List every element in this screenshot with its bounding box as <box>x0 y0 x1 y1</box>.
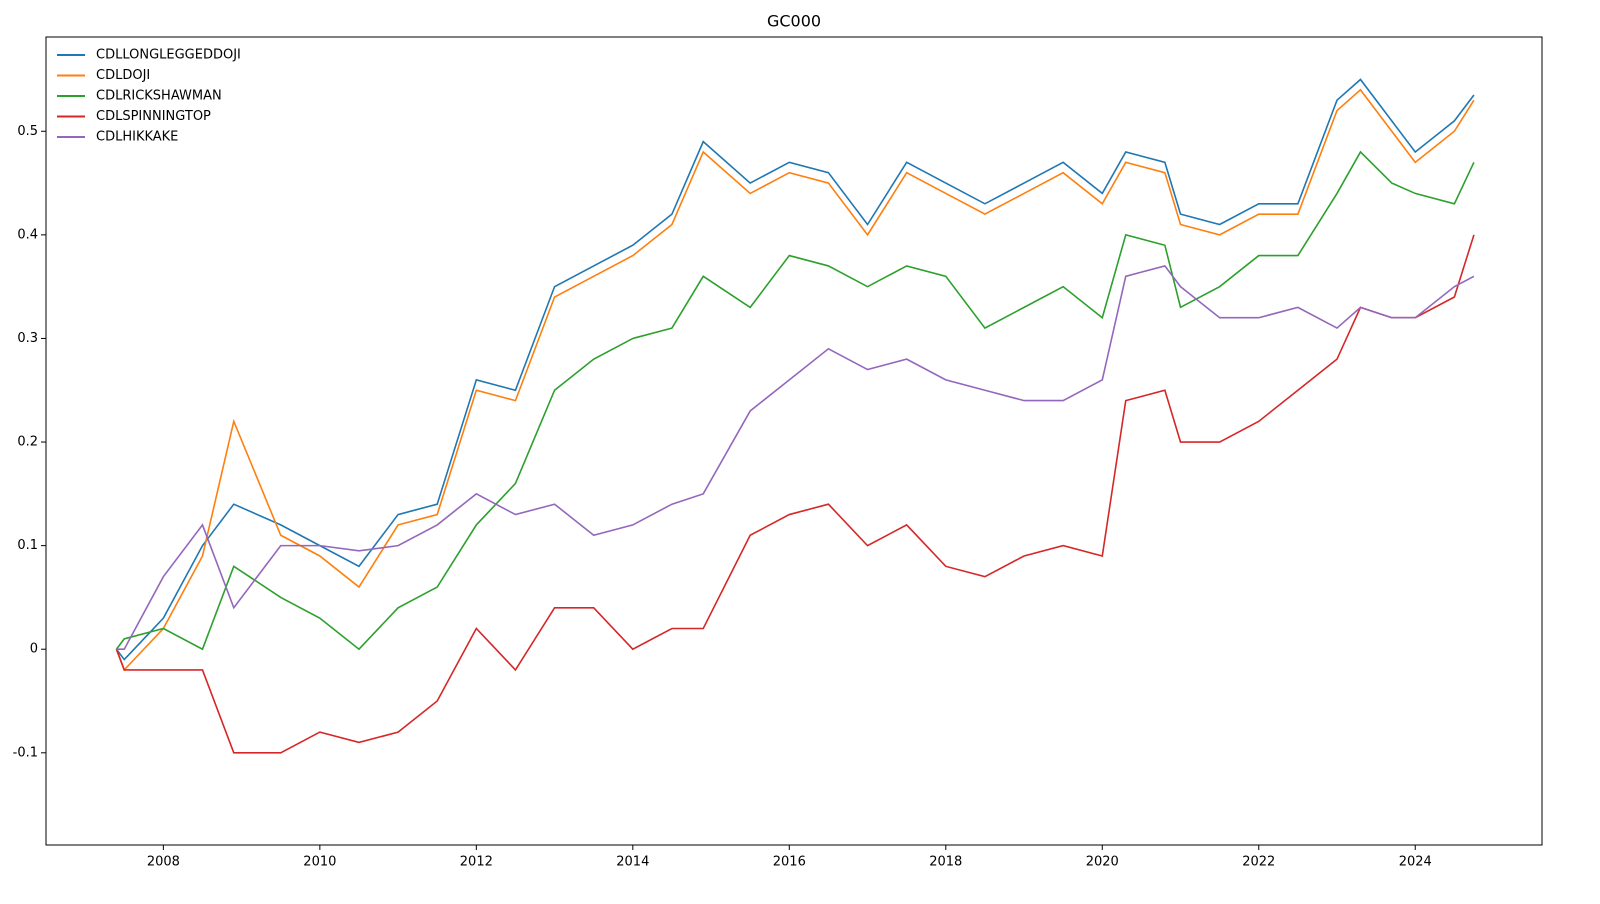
x-tick-label: 2024 <box>1399 855 1432 870</box>
x-tick-label: 2014 <box>616 855 649 870</box>
series-line <box>115 88 1475 672</box>
plot-frame <box>45 36 1543 846</box>
y-tick-label: 0.3 <box>17 331 38 346</box>
y-tick-label: 0.5 <box>17 124 38 139</box>
legend-label: CDLRICKSHAWMAN <box>96 89 222 104</box>
y-tick-label: 0.1 <box>17 538 38 553</box>
x-tick-label: 2020 <box>1086 855 1119 870</box>
series-line <box>115 234 1475 754</box>
y-tick-label: -0.1 <box>13 745 38 760</box>
series-line <box>115 150 1475 651</box>
x-tick-label: 2022 <box>1242 855 1275 870</box>
y-tick-label: 0.4 <box>17 227 38 242</box>
x-tick-label: 2016 <box>773 855 806 870</box>
x-tick-label: 2008 <box>147 855 180 870</box>
y-tick-label: 0 <box>30 642 38 657</box>
legend-label: CDLSPINNINGTOP <box>96 109 211 124</box>
x-tick-label: 2010 <box>303 855 336 870</box>
y-tick-label: 0.2 <box>17 435 38 450</box>
x-tick-label: 2018 <box>929 855 962 870</box>
chart-title: GC000 <box>767 12 821 31</box>
legend-label: CDLDOJI <box>96 68 150 83</box>
series-line <box>116 265 1475 651</box>
legend-label: CDLLONGLEGGEDDOJI <box>96 48 241 63</box>
series-line <box>115 78 1475 661</box>
x-tick-label: 2012 <box>460 855 493 870</box>
legend-label: CDLHIKKAKE <box>96 130 178 145</box>
